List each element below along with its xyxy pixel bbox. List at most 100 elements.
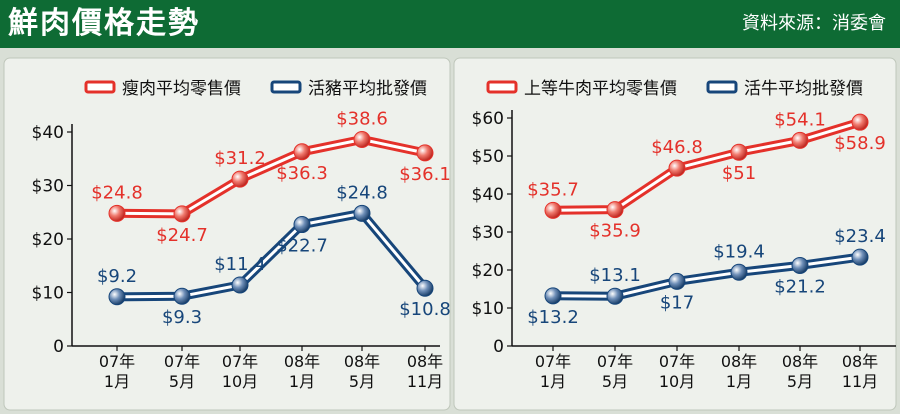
data-point: [231, 170, 249, 188]
data-point: [173, 287, 191, 305]
data-label: $17: [660, 292, 694, 313]
x-tick-label: 1月: [540, 372, 566, 391]
data-point: [293, 216, 311, 234]
y-tick-label: 0: [53, 337, 64, 357]
legend-swatch: [486, 80, 518, 94]
data-label: $54.1: [774, 109, 826, 130]
x-tick-label: 08年: [344, 352, 380, 371]
x-tick-label: 1月: [289, 372, 315, 391]
data-label: $58.9: [834, 133, 886, 154]
data-label: $22.7: [276, 236, 328, 257]
data-point: [851, 248, 869, 266]
y-tick-label: $60: [472, 109, 504, 129]
data-point: [231, 276, 249, 294]
legend-label: 上等牛肉平均零售價: [524, 79, 677, 99]
x-tick-label: 07年: [164, 352, 200, 371]
x-tick-label: 08年: [407, 352, 443, 371]
x-tick-label: 5月: [602, 372, 628, 391]
y-tick-label: $50: [472, 147, 504, 167]
x-tick-label: 07年: [659, 352, 695, 371]
data-label: $36.1: [399, 164, 451, 185]
legend-swatch: [270, 80, 302, 94]
legend-swatch: [706, 80, 738, 94]
x-tick-label: 07年: [535, 352, 571, 371]
x-tick-label: 07年: [222, 352, 258, 371]
x-tick-label: 1月: [104, 372, 130, 391]
data-point: [353, 204, 371, 222]
data-label: $23.4: [834, 226, 886, 247]
y-tick-label: $30: [472, 223, 504, 243]
y-tick-label: $40: [472, 185, 504, 205]
data-point: [606, 287, 624, 305]
legend-label: 活牛平均批發價: [744, 79, 863, 99]
data-label: $13.1: [589, 265, 641, 286]
data-point: [173, 205, 191, 223]
x-tick-label: 11月: [407, 372, 443, 391]
x-tick-label: 11月: [842, 372, 878, 391]
y-tick-label: $40: [32, 123, 64, 143]
y-tick-label: $20: [472, 261, 504, 281]
x-tick-label: 10月: [222, 372, 258, 391]
data-label: $24.8: [336, 182, 388, 203]
data-label: $51: [722, 163, 756, 184]
legend-label: 瘦肉平均零售價: [122, 79, 241, 99]
data-point: [108, 204, 126, 222]
chart-panels: 瘦肉平均零售價 活豬平均批發價 0 $10 $20 $30 $40 07年 1月 07年 5月 07年…: [0, 48, 900, 414]
data-label: $9.3: [162, 307, 202, 328]
x-tick-label: 10月: [659, 372, 695, 391]
data-label: $10.8: [399, 299, 451, 320]
data-label: $38.6: [336, 108, 388, 129]
data-point: [606, 201, 624, 219]
data-point: [791, 256, 809, 274]
data-point: [544, 287, 562, 305]
data-label: $19.4: [713, 241, 765, 262]
data-label: $35.7: [527, 179, 579, 200]
x-tick-label: 5月: [787, 372, 813, 391]
data-label: $36.3: [276, 163, 328, 184]
series-line-highlight: [115, 211, 427, 299]
x-tick-label: 08年: [721, 352, 757, 371]
y-tick-label: 0: [493, 337, 504, 357]
data-point: [668, 159, 686, 177]
source-note: 資料來源：消委會: [742, 13, 886, 34]
data-label: $21.2: [774, 276, 826, 297]
y-tick-label: $10: [32, 284, 64, 304]
data-label: $24.8: [91, 182, 143, 203]
x-tick-label: 5月: [349, 372, 375, 391]
series-line-highlight: [551, 120, 862, 212]
data-label: $46.8: [651, 137, 703, 158]
data-point: [416, 144, 434, 162]
charts-svg: 瘦肉平均零售價 活豬平均批發價0$10$20$30$4007年1月07年5月07年…: [3, 57, 897, 411]
series-line-highlight: [551, 255, 862, 298]
data-point: [353, 130, 371, 148]
x-tick-label: 5月: [169, 372, 195, 391]
x-tick-label: 08年: [284, 352, 320, 371]
page-title: 鮮肉價格走勢: [8, 6, 200, 41]
data-label: $24.7: [156, 225, 208, 246]
data-point: [791, 131, 809, 149]
data-point: [416, 279, 434, 297]
y-tick-label: $10: [472, 299, 504, 319]
data-point: [730, 263, 748, 281]
legend-swatch: [84, 80, 116, 94]
legend-label: 活豬平均批發價: [308, 79, 427, 99]
x-tick-label: 1月: [726, 372, 752, 391]
header-bar: 鮮肉價格走勢 資料來源：消委會: [0, 0, 900, 48]
x-tick-label: 07年: [99, 352, 135, 371]
x-tick-label: 08年: [842, 352, 878, 371]
data-label: $31.2: [214, 148, 266, 169]
y-tick-label: $30: [32, 177, 64, 197]
data-point: [668, 272, 686, 290]
data-point: [730, 143, 748, 161]
data-label: $11.4: [214, 254, 266, 275]
data-label: $35.9: [589, 221, 641, 242]
series-line-highlight: [115, 138, 427, 216]
data-point: [108, 288, 126, 306]
y-tick-label: $20: [32, 230, 64, 250]
x-tick-label: 07年: [597, 352, 633, 371]
x-tick-label: 08年: [782, 352, 818, 371]
data-label: $13.2: [527, 307, 579, 328]
data-point: [851, 113, 869, 131]
data-point: [293, 143, 311, 161]
